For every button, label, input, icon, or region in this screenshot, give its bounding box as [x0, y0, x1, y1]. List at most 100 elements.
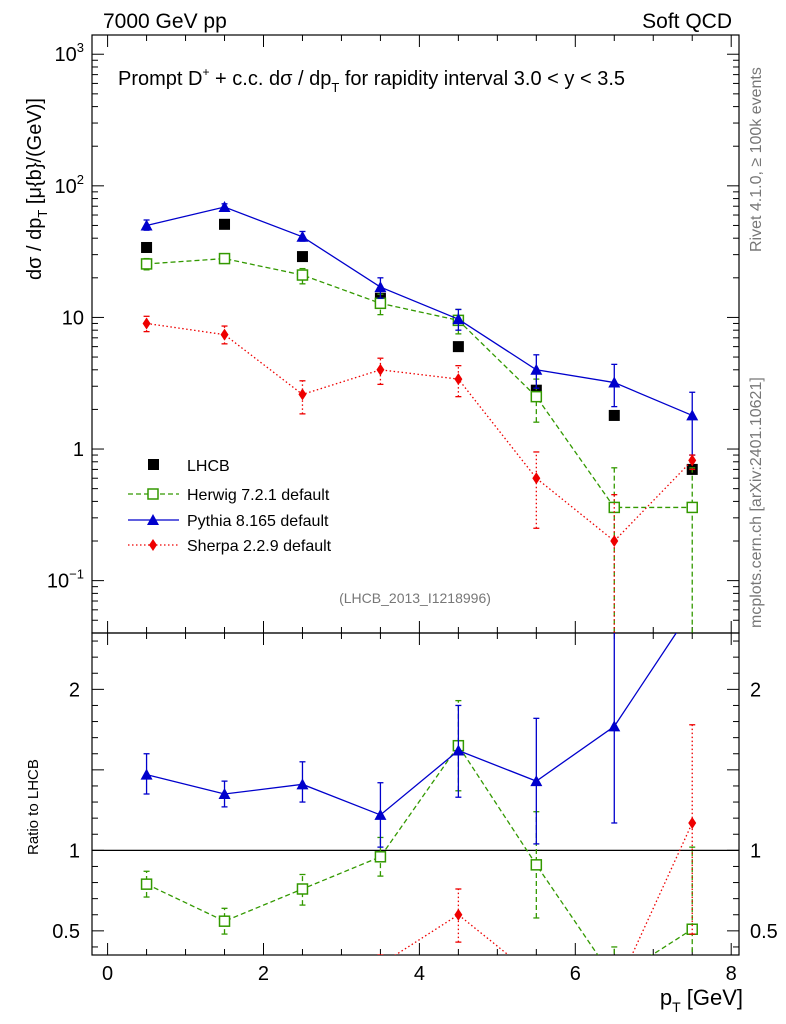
ratio-plot-frame [91, 632, 740, 956]
ratio-pythia-point [140, 768, 153, 780]
legend-sherpa-label: Sherpa 2.2.9 default [187, 538, 332, 555]
ratio-sherpa-point [610, 988, 618, 1000]
ratio-pythia-line [146, 633, 677, 816]
header-left: 7000 GeV pp [103, 10, 227, 33]
main-herwig-point [296, 269, 309, 281]
ratio-pythia-point [218, 788, 231, 799]
ratio-sherpa-line [394, 822, 693, 955]
x-tick-label: 6 [570, 963, 581, 985]
main-pythia-point [686, 409, 699, 421]
main-data-point [452, 341, 464, 353]
main-ylabel-sub: T [35, 210, 50, 218]
legend-item-herwig: Herwig 7.2.1 default [128, 487, 330, 504]
main-sherpa-point [454, 373, 463, 386]
main-pythia-point [530, 363, 543, 375]
main-pythia-point [452, 313, 465, 325]
mcplots-label: mcplots.cern.ch [arXiv:2401.10621] [748, 377, 765, 628]
main-sherpa-point [532, 472, 541, 485]
ratio-herwig-point [374, 851, 387, 863]
main-herwig-point [218, 252, 231, 265]
y-tick-label-main: 10−1 [47, 567, 84, 593]
ratio-ylabel: Ratio to LHCB [25, 759, 42, 855]
ratio-pythia-point [296, 778, 309, 790]
ratio-series-herwig [140, 699, 698, 984]
plot-title-a: Prompt D [118, 68, 202, 90]
y-tick-label-ratio-right: 2 [750, 679, 761, 701]
x-tick-label: 8 [726, 963, 737, 985]
main-herwig-point [140, 258, 153, 270]
y-tick-label-ratio-right: 1 [750, 840, 761, 862]
plot-title-sup: + [202, 65, 209, 79]
main-pythia-point [140, 219, 153, 231]
chart-series [140, 201, 699, 1003]
ratio-herwig-point [530, 859, 543, 871]
main-herwig-point [686, 501, 698, 514]
main-series-pythia [140, 201, 699, 456]
legend-pythia-marker [147, 514, 159, 525]
plot-title: Prompt D+ + c.c. dσ / dpT for rapidity i… [118, 65, 625, 95]
main-sherpa-point [298, 388, 307, 401]
ratio-sherpa-point [298, 991, 306, 1003]
x-tick-label: 4 [414, 963, 425, 985]
ratio-pythia-point [374, 808, 387, 820]
y-tick-label-ratio: 0.5 [52, 921, 80, 943]
y-tick-label-main: 102 [55, 172, 84, 198]
main-sherpa-point [688, 454, 697, 467]
main-data-point [296, 251, 308, 263]
legend-pythia-label: Pythia 8.165 default [187, 513, 329, 530]
y-tick-label-ratio-right: 0.5 [750, 921, 778, 943]
plot-title-sub: T [331, 80, 339, 95]
rivet-label: Rivet 4.1.0, ≥ 100k events [748, 67, 765, 252]
ratio-sherpa-point [688, 816, 697, 829]
main-series-sherpa [142, 315, 697, 633]
ratio-sherpa-point [454, 908, 463, 921]
x-tick-label: 0 [102, 963, 113, 985]
main-herwig-point [374, 297, 387, 310]
ratio-pythia-point [608, 720, 621, 732]
y-tick-label-main: 1 [73, 439, 84, 461]
y-tick-label-ratio: 1 [69, 840, 80, 862]
legend-data-marker [148, 459, 159, 470]
main-herwig-point [530, 390, 543, 403]
x-axis-label: pT [GeV] [660, 985, 743, 1015]
ratio-series-sherpa [143, 724, 697, 1003]
legend-item-sherpa: Sherpa 2.2.9 default [128, 538, 332, 555]
main-pythia-point [374, 281, 387, 293]
ratio-pythia-point [452, 744, 465, 756]
ratio-pythia-point [530, 775, 543, 787]
ratio-herwig-point [140, 878, 153, 890]
main-ylabel: dσ / dpT [μ{b}/(GeV)] [24, 98, 50, 280]
legend-herwig-marker [147, 488, 159, 500]
x-tick-label: 2 [258, 963, 269, 985]
ratio-sherpa-point [376, 959, 384, 971]
header-right: Soft QCD [642, 10, 732, 33]
main-data-point [219, 218, 231, 230]
legend-data-label: LHCB [187, 458, 230, 475]
main-pythia-point [296, 230, 309, 242]
ratio-herwig-point [218, 915, 231, 927]
legend-sherpa-marker [149, 539, 157, 551]
legend-item-data: LHCB [148, 458, 230, 475]
main-pythia-point [218, 201, 231, 213]
main-sherpa-point [610, 535, 619, 548]
main-pythia-line [146, 206, 693, 417]
main-sherpa-point [220, 328, 229, 341]
main-herwig-line [146, 257, 693, 509]
ratio-sherpa-point [143, 963, 151, 975]
legend-herwig-label: Herwig 7.2.1 default [187, 487, 330, 504]
analysis-id: (LHCB_2013_I1218996) [339, 590, 491, 606]
main-series-group [140, 201, 699, 633]
ratio-sherpa-point [532, 972, 540, 984]
legend-item-pythia: Pythia 8.165 default [128, 513, 329, 530]
main-sherpa-point [142, 317, 151, 330]
y-tick-label-ratio: 2 [69, 679, 80, 701]
main-data-point [608, 409, 620, 421]
plot-title-b: + c.c. dσ / dp [209, 68, 331, 90]
ratio-series-group [140, 633, 698, 1003]
axis-ticks: 0 2 4 6 8 10−1 1 10 102 103 0.5 0.5 1 1 2 2 [47, 35, 778, 985]
legend: LHCB Herwig 7.2.1 default Pythia 8.165 d… [128, 458, 332, 555]
ratio-series-pythia [140, 633, 677, 848]
y-tick-label-main: 103 [55, 40, 84, 66]
ratio-herwig-point [609, 974, 619, 984]
